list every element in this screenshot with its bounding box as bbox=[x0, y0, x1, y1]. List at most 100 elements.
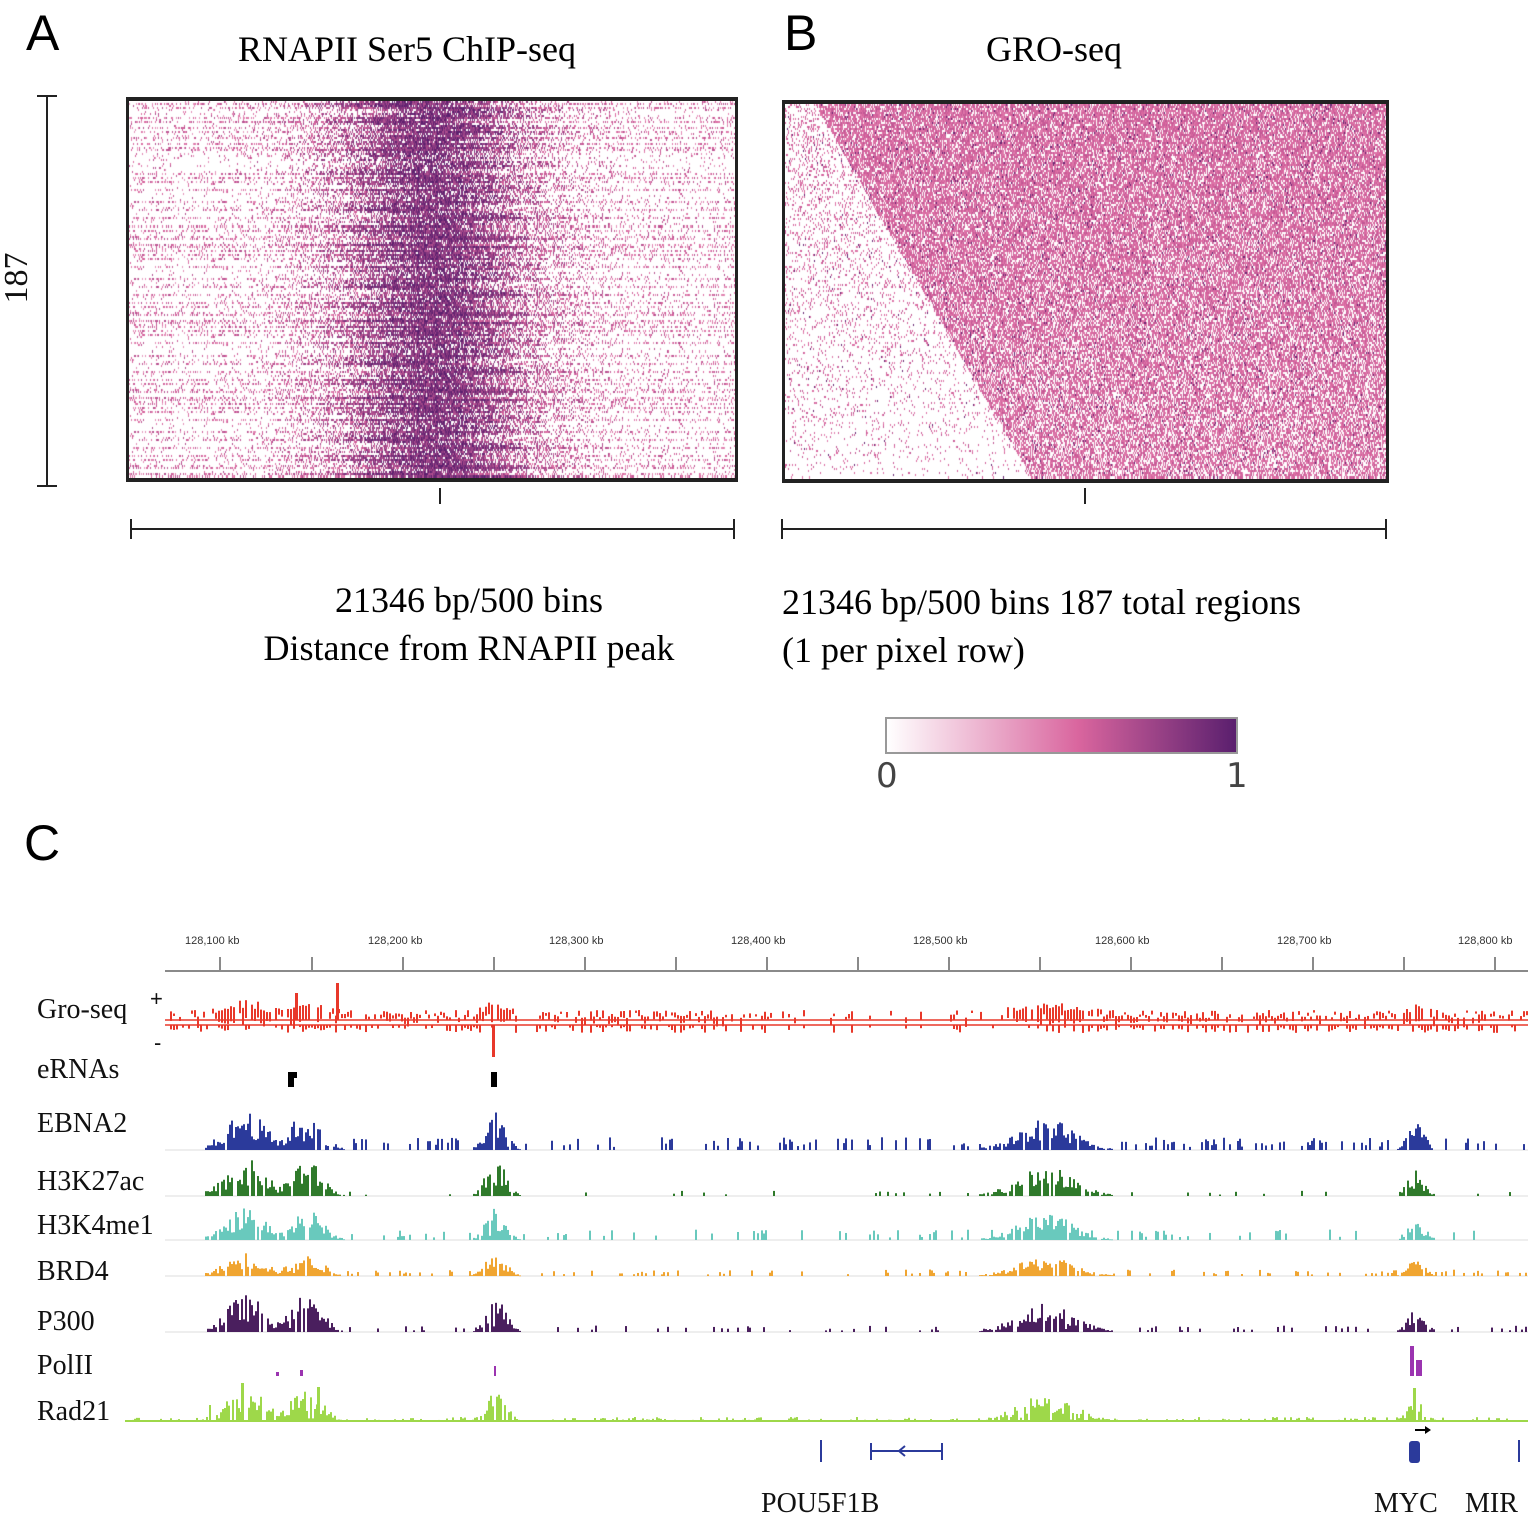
track-h3k27ac-bar bbox=[887, 1191, 889, 1196]
track-brd4-bar bbox=[449, 1270, 451, 1276]
track-h3k4me1-bar bbox=[1003, 1237, 1005, 1240]
track-rad21-bar bbox=[1408, 1406, 1410, 1421]
groseq-plus-bar bbox=[497, 1004, 499, 1021]
track-h3k27ac-bar bbox=[507, 1180, 509, 1196]
groseq-plus-bar bbox=[554, 1014, 556, 1022]
groseq-plus-bar bbox=[1511, 1010, 1513, 1016]
track-p300-bar bbox=[1001, 1323, 1003, 1332]
track-ebna2-bar bbox=[1027, 1141, 1029, 1150]
groseq-minus-bar bbox=[404, 1025, 406, 1029]
track-h3k4me1-bar bbox=[765, 1230, 767, 1240]
groseq-plus-bar bbox=[1481, 1010, 1483, 1020]
groseq-plus-bar bbox=[1052, 1007, 1054, 1024]
track-p300-bar bbox=[227, 1308, 229, 1332]
track-h3k4me1-bar bbox=[985, 1238, 987, 1240]
groseq-minus-bar bbox=[1496, 1025, 1498, 1033]
track-rad21-bar bbox=[996, 1416, 998, 1421]
track-h3k4me1-bar bbox=[239, 1229, 241, 1240]
track-h3k27ac-bar bbox=[1047, 1183, 1049, 1196]
groseq-minus-bar bbox=[1262, 1025, 1264, 1032]
track-h3k4me1-bar bbox=[293, 1232, 295, 1240]
track-h3k4me1-bar bbox=[1163, 1230, 1165, 1240]
track-p300-bar bbox=[937, 1330, 939, 1332]
track-h3k4me1-bar bbox=[383, 1235, 385, 1240]
track-brd4-bar bbox=[1381, 1271, 1383, 1276]
track-ebna2-bar bbox=[499, 1128, 501, 1150]
track-rad21-bar bbox=[1264, 1418, 1266, 1421]
track-h3k4me1-bar bbox=[1007, 1234, 1009, 1240]
groseq-plus-bar bbox=[782, 1011, 784, 1019]
track-p300-bar bbox=[935, 1326, 937, 1332]
track-p300-bar bbox=[1433, 1329, 1435, 1332]
groseq-plus-bar bbox=[491, 1004, 493, 1023]
track-ebna2-bar bbox=[999, 1143, 1001, 1150]
track-h3k4me1-bar bbox=[487, 1220, 489, 1240]
groseq-minus-bar bbox=[1256, 1025, 1258, 1030]
groseq-minus-bar bbox=[314, 1025, 316, 1029]
track-h3k27ac-bar bbox=[1011, 1184, 1013, 1196]
track-ebna2-bar bbox=[1055, 1135, 1057, 1150]
groseq-plus-bar bbox=[416, 1013, 418, 1023]
track-h3k4me1-bar bbox=[1063, 1225, 1065, 1240]
track-rad21-bar bbox=[1410, 1406, 1412, 1421]
track-brd4-bar bbox=[279, 1272, 281, 1276]
track-brd4-bar bbox=[253, 1263, 255, 1276]
track-h3k4me1-bar bbox=[961, 1237, 963, 1240]
groseq-plus-bar bbox=[1283, 1012, 1285, 1021]
groseq-plus-bar bbox=[1343, 1017, 1345, 1021]
groseq-plus-bar bbox=[419, 1014, 421, 1018]
track-rad21-bar bbox=[904, 1418, 906, 1421]
track-ebna2-bar bbox=[517, 1148, 519, 1150]
track-p300-bar bbox=[1105, 1330, 1107, 1332]
track-brd4-bar bbox=[263, 1268, 265, 1276]
track-rad21-bar bbox=[222, 1409, 224, 1421]
groseq-plus-bar bbox=[965, 1017, 967, 1027]
track-rad21-bar bbox=[564, 1418, 566, 1421]
row-count-bracket bbox=[37, 95, 57, 487]
track-h3k4me1-bar bbox=[1059, 1219, 1061, 1240]
track-h3k4me1-bar bbox=[999, 1236, 1001, 1240]
track-rad21-bar bbox=[1020, 1417, 1022, 1421]
track-brd4-bar bbox=[1127, 1269, 1129, 1276]
track-h3k27ac-bar bbox=[209, 1191, 211, 1196]
track-p300-bar bbox=[313, 1304, 315, 1332]
track-rad21-bar bbox=[326, 1415, 328, 1421]
track-p300-bar bbox=[1085, 1323, 1087, 1332]
track-p300-bar bbox=[1501, 1328, 1503, 1332]
groseq-minus-bar bbox=[1418, 1025, 1420, 1028]
groseq-plus-bar bbox=[1367, 1015, 1369, 1021]
heatmap-groseq bbox=[782, 100, 1389, 483]
track-rad21-bar bbox=[1424, 1416, 1426, 1421]
groseq-minus-bar bbox=[176, 1025, 178, 1030]
track-h3k27ac-bar bbox=[1051, 1172, 1053, 1196]
track-brd4-bar bbox=[419, 1272, 421, 1276]
track-p300-bar bbox=[1509, 1330, 1511, 1332]
groseq-plus-bar bbox=[1145, 1014, 1147, 1018]
track-p300-bar bbox=[287, 1321, 289, 1332]
track-h3k4me1-bar bbox=[1285, 1233, 1287, 1240]
track-p300-bar bbox=[625, 1326, 627, 1332]
groseq-plus-bar bbox=[593, 1016, 595, 1024]
track-p300-bar bbox=[241, 1299, 243, 1332]
track-h3k27ac-bar bbox=[1037, 1172, 1039, 1196]
track-ebna2-bar bbox=[983, 1147, 985, 1150]
track-ebna2-bar bbox=[1239, 1138, 1241, 1150]
track-brd4-bar bbox=[283, 1267, 285, 1276]
groseq-plus-bar bbox=[1280, 1013, 1282, 1019]
groseq-minus-bar bbox=[620, 1025, 622, 1029]
track-ebna2-bar bbox=[233, 1137, 235, 1150]
track-h3k27ac-bar bbox=[1069, 1177, 1071, 1196]
track-rad21-bar bbox=[1350, 1418, 1352, 1421]
track-rad21-bar bbox=[890, 1419, 892, 1421]
track-rad21-bar bbox=[1038, 1404, 1040, 1421]
track-h3k27ac-bar bbox=[505, 1184, 507, 1196]
track-h3k27ac-bar bbox=[1019, 1185, 1021, 1196]
track-ebna2-bar bbox=[985, 1148, 987, 1150]
groseq-plus-bar bbox=[404, 1017, 406, 1024]
track-ebna2-bar bbox=[713, 1140, 715, 1150]
track-ebna2-bar bbox=[1265, 1145, 1267, 1150]
track-ebna2-bar bbox=[519, 1149, 521, 1151]
groseq-plus-bar bbox=[443, 1012, 445, 1018]
track-ebna2-bar bbox=[1031, 1136, 1033, 1150]
